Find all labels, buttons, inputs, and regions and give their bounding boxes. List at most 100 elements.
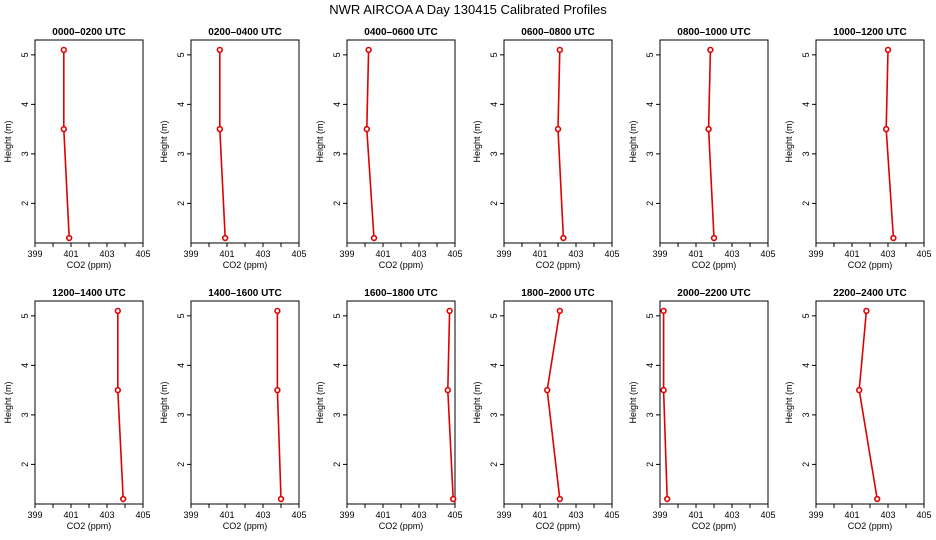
y-tick-label: 4 <box>489 363 499 368</box>
x-tick-label: 399 <box>27 510 42 520</box>
y-axis-label: Height (m) <box>628 381 638 423</box>
y-tick-label: 5 <box>645 313 655 318</box>
profile-point <box>707 46 714 54</box>
x-tick-label: 399 <box>652 510 667 520</box>
profile-point <box>216 125 224 133</box>
y-tick-label: 3 <box>332 412 342 417</box>
profile-line <box>219 49 226 239</box>
profile-point <box>60 46 67 54</box>
x-tick-label: 405 <box>447 249 462 259</box>
x-tick-label: 403 <box>724 510 739 520</box>
plot-box <box>815 300 925 505</box>
x-tick-label: 405 <box>135 510 150 520</box>
x-tick-label: 401 <box>844 510 859 520</box>
y-tick-label: 4 <box>645 102 655 107</box>
profile-line <box>446 310 454 500</box>
panel-6: 1000–1200 UTC 399 401 403 405 CO2 (ppm) 2 3 4 5 He… <box>784 27 932 270</box>
x-tick-label: 403 <box>99 249 114 259</box>
plot-box <box>659 300 769 505</box>
profile-point <box>556 495 563 503</box>
y-tick-label: 3 <box>801 151 811 156</box>
y-tick-label: 4 <box>801 363 811 368</box>
y-axis-label: Height (m) <box>784 381 794 423</box>
x-tick-label: 401 <box>219 510 234 520</box>
panel-1: 0000–0200 UTC 399 401 403 405 CO2 (ppm) 2 3 4 5 He… <box>3 27 151 270</box>
profile-line <box>117 310 124 500</box>
x-axis-label: CO2 (ppm) <box>692 260 737 270</box>
x-tick-label: 403 <box>880 249 895 259</box>
profile-line <box>707 49 715 239</box>
x-tick-label: 405 <box>447 510 462 520</box>
y-axis-label: Height (m) <box>3 120 13 162</box>
y-tick-label: 3 <box>332 151 342 156</box>
x-tick-label: 401 <box>532 510 547 520</box>
y-axis-label: Height (m) <box>628 120 638 162</box>
figure-title: NWR AIRCOA A Day 130415 Calibrated Profi… <box>329 2 607 17</box>
x-axis-label: CO2 (ppm) <box>379 521 424 531</box>
y-tick-label: 2 <box>489 462 499 467</box>
profile-point <box>705 125 712 133</box>
x-tick-label: 405 <box>916 510 931 520</box>
x-axis-label: CO2 (ppm) <box>379 260 424 270</box>
panel-5: 0800–1000 UTC 399 401 403 405 CO2 (ppm) 2 3 4 5 He… <box>628 27 776 270</box>
profile-point <box>556 307 563 315</box>
y-axis-label: Height (m) <box>315 120 325 162</box>
y-tick-label: 4 <box>645 363 655 368</box>
plot-box <box>190 39 300 244</box>
profile-point <box>119 495 127 503</box>
y-tick-label: 4 <box>176 363 186 368</box>
x-tick-label: 403 <box>568 249 583 259</box>
plot-box <box>815 39 925 244</box>
y-axis-label: Height (m) <box>159 381 169 423</box>
profile-point <box>882 125 890 133</box>
profile-point <box>660 386 667 394</box>
x-tick-label: 405 <box>916 249 931 259</box>
profile-point <box>663 495 671 503</box>
panel-title: 2000–2200 UTC <box>677 288 750 299</box>
panel-grid: 0000–0200 UTC 399 401 403 405 CO2 (ppm) 2 3 4 5 He… <box>3 27 932 531</box>
y-tick-label: 4 <box>489 102 499 107</box>
x-axis-label: CO2 (ppm) <box>848 521 893 531</box>
panel-title: 2200–2400 UTC <box>833 288 906 299</box>
y-tick-label: 3 <box>801 412 811 417</box>
panel-title: 1600–1800 UTC <box>364 288 437 299</box>
x-tick-label: 403 <box>880 510 895 520</box>
profile-line <box>557 49 565 239</box>
profile-point <box>554 125 562 133</box>
y-axis-label: Height (m) <box>472 381 482 423</box>
plot-box <box>346 39 456 244</box>
profile-point <box>884 46 892 54</box>
y-tick-label: 5 <box>176 52 186 57</box>
profile-point <box>444 386 451 394</box>
x-tick-label: 399 <box>27 249 42 259</box>
x-tick-label: 405 <box>760 510 775 520</box>
y-tick-label: 3 <box>20 412 30 417</box>
profile-point <box>710 234 718 242</box>
x-tick-label: 401 <box>375 249 390 259</box>
x-tick-label: 401 <box>532 249 547 259</box>
plot-box <box>34 39 144 244</box>
profile-point <box>60 125 67 133</box>
profile-point <box>855 386 863 394</box>
y-tick-label: 4 <box>332 102 342 107</box>
panel-title: 0200–0400 UTC <box>208 27 281 38</box>
y-axis-label: Height (m) <box>159 120 169 162</box>
x-tick-label: 399 <box>496 249 511 259</box>
y-tick-label: 3 <box>176 412 186 417</box>
y-tick-label: 4 <box>332 363 342 368</box>
x-tick-label: 399 <box>339 510 354 520</box>
y-tick-label: 2 <box>801 201 811 206</box>
y-tick-label: 2 <box>176 201 186 206</box>
profile-point <box>277 495 285 503</box>
x-tick-label: 401 <box>688 249 703 259</box>
panel-3: 0400–0600 UTC 399 401 403 405 CO2 (ppm) 2 3 4 5 He… <box>315 27 463 270</box>
y-axis-label: Height (m) <box>3 381 13 423</box>
x-tick-label: 403 <box>411 510 426 520</box>
y-tick-label: 5 <box>332 52 342 57</box>
x-axis-label: CO2 (ppm) <box>536 260 581 270</box>
profile-point <box>873 495 881 503</box>
x-tick-label: 405 <box>760 249 775 259</box>
x-tick-label: 401 <box>688 510 703 520</box>
y-tick-label: 5 <box>801 313 811 318</box>
